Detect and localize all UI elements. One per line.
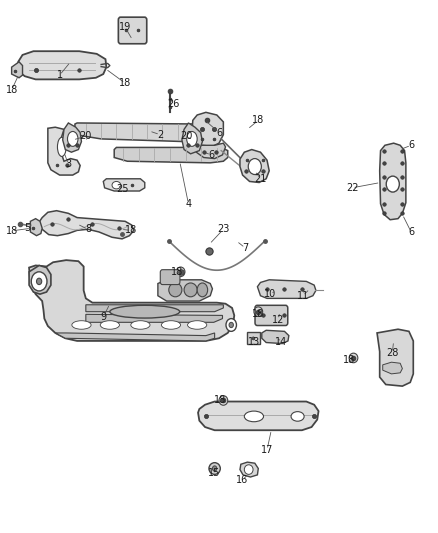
Ellipse shape — [187, 321, 207, 329]
Text: 18: 18 — [6, 85, 18, 95]
Text: 23: 23 — [217, 224, 230, 235]
Polygon shape — [29, 260, 234, 341]
Ellipse shape — [244, 411, 264, 422]
Polygon shape — [48, 127, 80, 175]
Text: 10: 10 — [265, 289, 277, 299]
Ellipse shape — [291, 411, 304, 421]
Text: 3: 3 — [65, 159, 71, 169]
Ellipse shape — [229, 322, 233, 328]
Polygon shape — [377, 329, 413, 386]
Text: 6: 6 — [216, 127, 222, 138]
Ellipse shape — [187, 132, 197, 147]
Text: 15: 15 — [208, 468, 220, 478]
Ellipse shape — [100, 321, 120, 329]
Text: 18: 18 — [343, 354, 355, 365]
Polygon shape — [55, 333, 215, 341]
Polygon shape — [75, 123, 208, 142]
FancyBboxPatch shape — [118, 17, 147, 44]
Ellipse shape — [161, 321, 180, 329]
Text: 6: 6 — [208, 150, 214, 160]
Text: 1: 1 — [57, 70, 63, 80]
Polygon shape — [158, 280, 212, 301]
Ellipse shape — [112, 181, 121, 189]
Text: 14: 14 — [276, 337, 288, 347]
Text: 18: 18 — [252, 115, 265, 125]
Polygon shape — [383, 362, 403, 374]
Ellipse shape — [212, 466, 217, 471]
FancyBboxPatch shape — [160, 270, 180, 285]
Ellipse shape — [72, 321, 91, 329]
Polygon shape — [240, 462, 258, 477]
Ellipse shape — [131, 321, 150, 329]
Ellipse shape — [386, 176, 399, 192]
Text: 19: 19 — [119, 22, 131, 33]
Text: 20: 20 — [180, 131, 192, 141]
Polygon shape — [12, 62, 22, 78]
Ellipse shape — [219, 395, 228, 405]
Ellipse shape — [209, 463, 220, 474]
Text: 26: 26 — [167, 99, 179, 109]
Polygon shape — [193, 143, 226, 159]
Polygon shape — [380, 143, 406, 220]
Text: 25: 25 — [116, 184, 128, 195]
Text: 18: 18 — [125, 225, 137, 236]
Text: 20: 20 — [80, 131, 92, 141]
Text: 6: 6 — [408, 227, 414, 237]
Ellipse shape — [110, 305, 180, 318]
Bar — [247, 332, 260, 344]
Polygon shape — [30, 219, 42, 236]
Text: 11: 11 — [297, 290, 309, 301]
Polygon shape — [240, 150, 269, 182]
Polygon shape — [38, 211, 134, 239]
Polygon shape — [182, 123, 202, 154]
Ellipse shape — [176, 267, 185, 277]
Ellipse shape — [254, 307, 263, 317]
Polygon shape — [18, 51, 106, 79]
Text: 18: 18 — [170, 267, 183, 277]
Text: 8: 8 — [85, 224, 91, 235]
Text: 2: 2 — [157, 130, 163, 140]
Ellipse shape — [244, 465, 253, 474]
Text: 12: 12 — [272, 314, 285, 325]
Text: 18: 18 — [252, 309, 265, 319]
Text: 4: 4 — [185, 199, 191, 209]
Text: 21: 21 — [254, 174, 267, 184]
Polygon shape — [114, 148, 228, 163]
Ellipse shape — [248, 159, 261, 174]
Ellipse shape — [57, 138, 66, 157]
Text: 18: 18 — [6, 226, 18, 236]
Text: 18: 18 — [214, 395, 226, 406]
Text: 18: 18 — [119, 78, 131, 88]
Polygon shape — [258, 280, 316, 298]
Polygon shape — [63, 123, 81, 152]
Polygon shape — [86, 305, 223, 312]
Text: 17: 17 — [261, 445, 273, 455]
Ellipse shape — [197, 283, 208, 297]
Text: 22: 22 — [346, 183, 358, 193]
Text: 28: 28 — [386, 348, 399, 358]
Text: 7: 7 — [242, 243, 248, 253]
Ellipse shape — [184, 283, 197, 297]
Polygon shape — [86, 314, 223, 322]
Text: 13: 13 — [248, 337, 260, 347]
Text: 16: 16 — [236, 475, 248, 485]
Ellipse shape — [226, 319, 237, 332]
Polygon shape — [29, 265, 51, 294]
Polygon shape — [262, 330, 289, 344]
Text: 6: 6 — [408, 140, 414, 150]
Polygon shape — [103, 179, 145, 191]
Text: 5: 5 — [24, 223, 30, 233]
Ellipse shape — [31, 272, 47, 291]
Text: 9: 9 — [100, 312, 106, 322]
Polygon shape — [192, 112, 223, 147]
Ellipse shape — [36, 278, 42, 285]
Ellipse shape — [349, 353, 358, 363]
FancyBboxPatch shape — [255, 305, 288, 326]
Polygon shape — [198, 401, 318, 430]
Ellipse shape — [67, 132, 78, 147]
Ellipse shape — [169, 283, 182, 297]
